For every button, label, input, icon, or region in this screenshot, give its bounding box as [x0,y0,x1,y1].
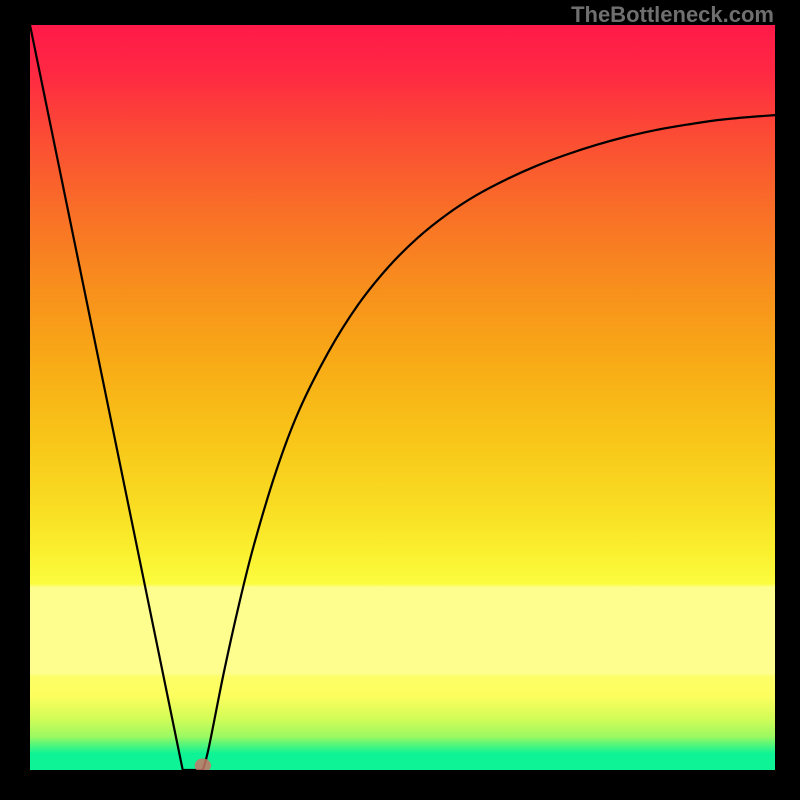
bottleneck-curve [30,25,775,770]
minimum-marker [195,758,211,770]
chart-container: TheBottleneck.com [0,0,800,800]
curve-layer [30,25,775,770]
